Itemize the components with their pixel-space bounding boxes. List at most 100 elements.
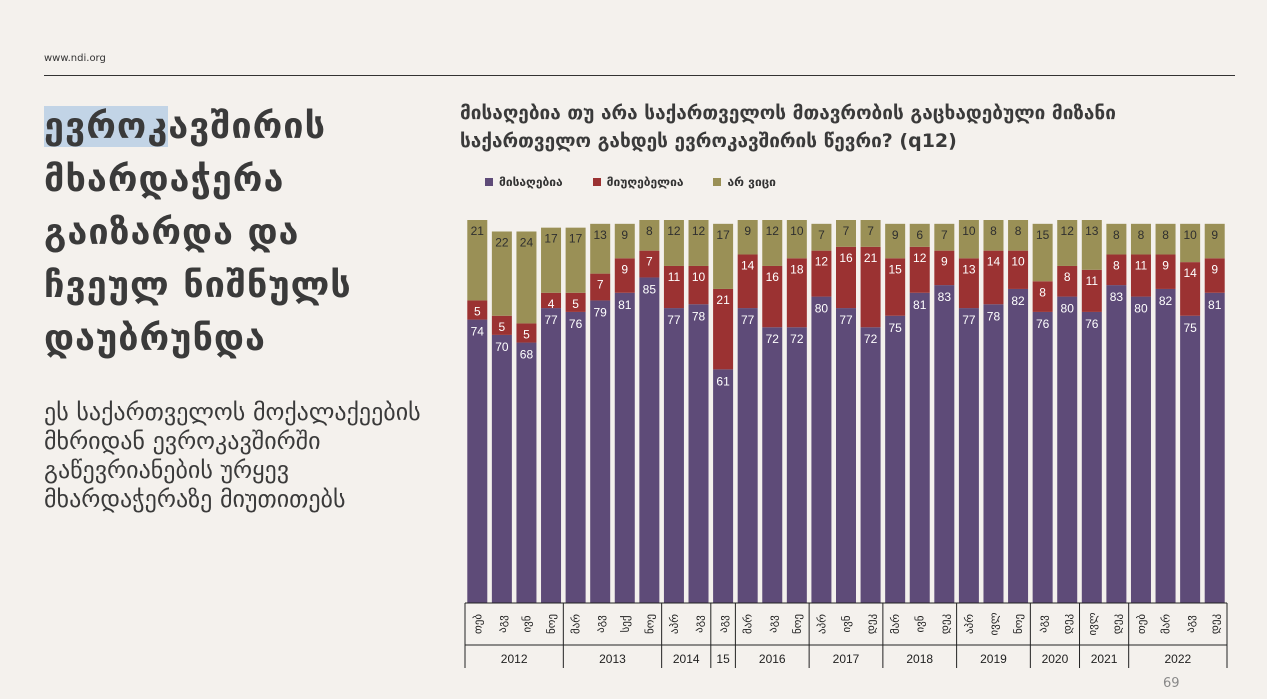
bar-accept <box>836 308 856 603</box>
bar-dont-know <box>467 220 488 301</box>
data-label-reject: 18 <box>790 262 804 276</box>
legend-label-accept: მისაღებია <box>499 175 563 189</box>
x-tick-label: დეკ <box>1209 614 1222 635</box>
data-label-reject: 9 <box>621 262 628 276</box>
x-tick-label: აგვ <box>717 615 730 633</box>
data-label-dont-know: 13 <box>594 228 608 242</box>
x-tick-label: მარ <box>570 614 583 634</box>
bar-reject <box>614 258 635 293</box>
data-label-dont-know: 7 <box>843 224 850 238</box>
bar-reject <box>836 246 856 309</box>
data-label-accept: 77 <box>962 313 976 327</box>
bar-reject <box>467 300 488 320</box>
data-label-dont-know: 12 <box>692 224 706 238</box>
bar-accept <box>860 327 881 603</box>
data-label-dont-know: 15 <box>1036 228 1050 242</box>
headline-highlight: ევროკ <box>44 106 169 147</box>
bar-accept <box>762 327 783 603</box>
bar-reject <box>565 292 586 312</box>
data-label-reject: 7 <box>597 278 604 292</box>
bar-reject <box>1180 262 1201 316</box>
data-label-reject: 15 <box>888 262 902 276</box>
data-label-accept: 80 <box>815 302 829 316</box>
data-label-reject: 14 <box>1183 266 1197 280</box>
bar-accept <box>1180 315 1201 603</box>
bar-dont-know <box>713 223 734 289</box>
data-label-dont-know: 17 <box>544 232 558 246</box>
data-label-dont-know: 7 <box>941 228 948 242</box>
bar-dont-know <box>1155 223 1176 255</box>
bar-dont-know <box>860 220 881 247</box>
data-label-reject: 12 <box>913 251 927 265</box>
bar-reject <box>516 323 537 343</box>
data-label-accept: 78 <box>692 309 706 323</box>
bar-dont-know <box>762 220 783 266</box>
bar-dont-know <box>1180 223 1201 263</box>
bar-dont-know <box>909 223 930 247</box>
bar-dont-know <box>688 220 709 266</box>
bar-accept <box>909 292 930 603</box>
bar-reject <box>786 258 807 328</box>
data-label-accept: 85 <box>643 282 657 296</box>
bar-dont-know <box>1204 223 1225 259</box>
x-tick-label: აგვ <box>1184 615 1197 633</box>
data-label-accept: 77 <box>667 313 681 327</box>
data-label-accept: 83 <box>1110 290 1124 304</box>
bar-reject <box>688 265 709 305</box>
x-tick-label: სექ <box>619 616 632 633</box>
data-label-reject: 21 <box>716 293 730 307</box>
bar-reject <box>811 250 832 297</box>
data-label-dont-know: 17 <box>569 232 583 246</box>
bar-dont-know <box>958 220 979 259</box>
bar-dont-know <box>1057 220 1078 266</box>
x-tick-label: დეკ <box>1110 614 1123 635</box>
data-label-reject: 21 <box>864 251 878 265</box>
x-tick-label: ნოე <box>791 614 804 634</box>
bar-accept <box>467 319 488 603</box>
data-label-dont-know: 12 <box>1061 224 1075 238</box>
legend-label-dont-know: არ ვიცი <box>727 175 776 189</box>
data-label-accept: 68 <box>520 348 534 362</box>
x-tick-label: აპრ <box>963 614 976 634</box>
x-tick-label: აპრ <box>815 614 828 634</box>
bar-reject <box>885 258 906 316</box>
legend-label-reject: მიუღებელია <box>606 175 684 189</box>
data-label-reject: 12 <box>815 255 829 269</box>
year-label: 2018 <box>906 652 933 666</box>
bar-accept <box>663 308 684 603</box>
bar-reject <box>663 265 684 309</box>
bar-accept <box>1032 311 1053 603</box>
bar-dont-know <box>541 227 562 293</box>
data-label-reject: 5 <box>499 320 506 334</box>
chart-title: მისაღებია თუ არა საქართველოს მთავრობის გ… <box>460 102 1116 152</box>
data-label-reject: 9 <box>1162 258 1169 272</box>
bar-dont-know <box>737 220 758 255</box>
bar-reject <box>1130 254 1151 297</box>
data-label-reject: 8 <box>1064 270 1071 284</box>
data-label-dont-know: 7 <box>818 228 825 242</box>
data-label-dont-know: 10 <box>1183 228 1197 242</box>
bar-reject <box>737 254 758 309</box>
year-label: 2013 <box>599 652 626 666</box>
data-label-dont-know: 8 <box>1015 224 1022 238</box>
x-tick-label: დეკ <box>938 614 951 635</box>
data-label-accept: 72 <box>790 332 804 346</box>
data-label-reject: 5 <box>523 327 530 341</box>
legend-item-accept: მისაღებია <box>485 175 563 189</box>
slide-body-text: ეს საქართველოს მოქალაქეების მხრიდან ევრო… <box>44 398 421 513</box>
data-label-reject: 9 <box>941 255 948 269</box>
bar-dont-know <box>590 223 611 274</box>
data-label-dont-know: 10 <box>962 224 976 238</box>
data-label-reject: 14 <box>987 255 1001 269</box>
bar-accept <box>1057 296 1078 603</box>
bar-dont-know <box>836 220 856 247</box>
x-tick-label: აგვ <box>1037 615 1050 633</box>
year-label: 2019 <box>980 652 1007 666</box>
bar-accept <box>1106 285 1127 603</box>
data-label-reject: 10 <box>1011 255 1025 269</box>
bar-reject <box>934 250 955 286</box>
x-tick-label: ნოე <box>545 614 558 634</box>
data-label-dont-know: 9 <box>744 224 751 238</box>
year-label: 2020 <box>1042 652 1069 666</box>
bar-accept <box>1130 296 1151 603</box>
